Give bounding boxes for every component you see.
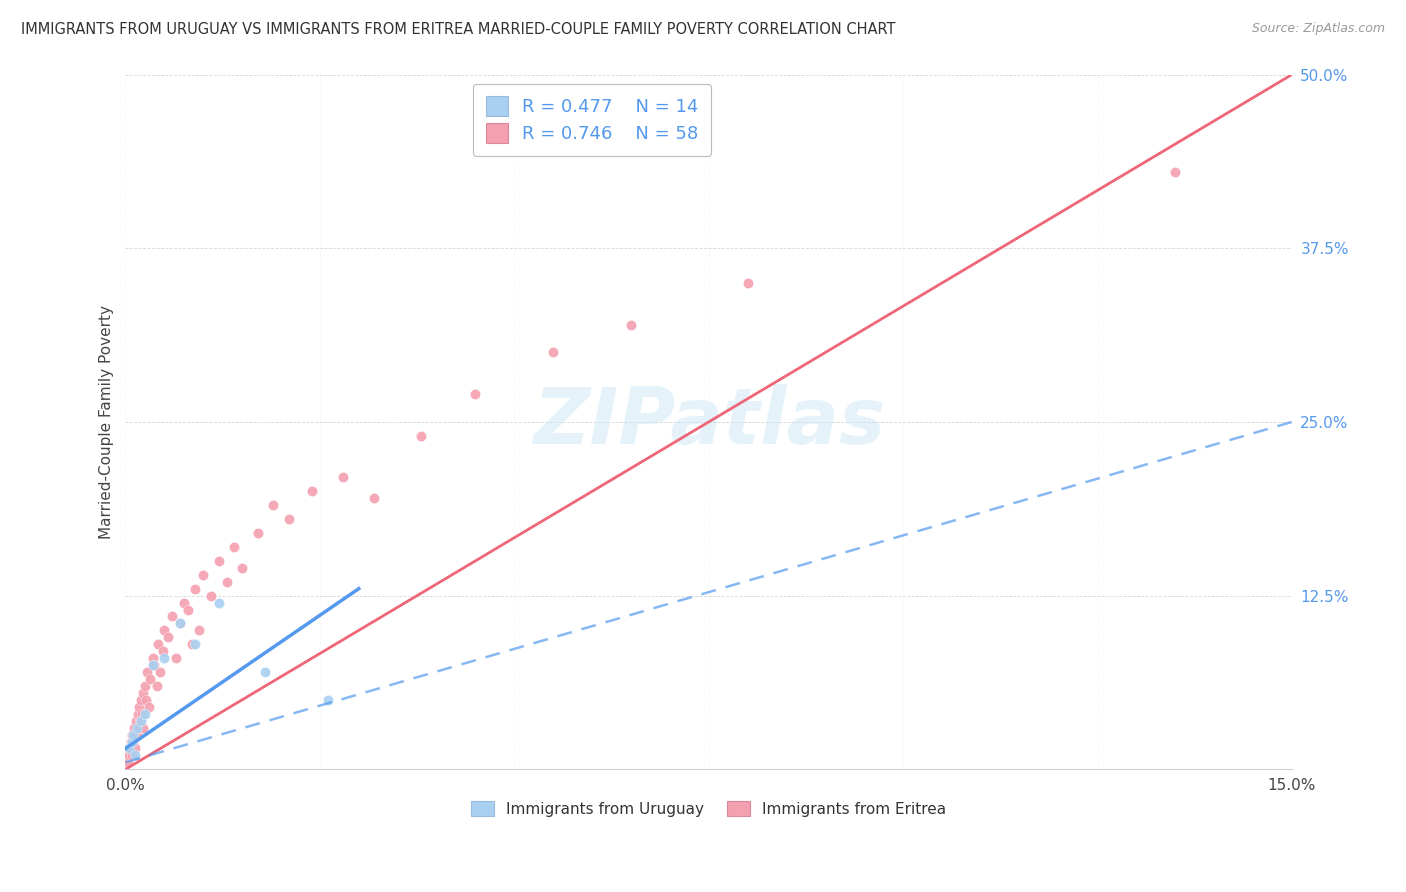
Point [142, 651, 165, 665]
Point [153, 624, 176, 638]
Point [134, 679, 156, 693]
Point [208, 554, 231, 568]
Point [121, 728, 143, 742]
Point [124, 714, 146, 728]
Point [152, 644, 174, 658]
Point [165, 651, 187, 665]
Point [129, 693, 152, 707]
Point [153, 651, 176, 665]
Point [120, 741, 142, 756]
Point [1164, 165, 1187, 179]
Point [139, 672, 162, 686]
Point [173, 596, 195, 610]
Point [254, 665, 277, 679]
Point [262, 498, 284, 512]
Point [541, 345, 564, 359]
Point [184, 637, 207, 651]
Point [231, 561, 253, 575]
Point [122, 734, 145, 748]
Point [127, 721, 149, 735]
Point [277, 512, 299, 526]
Point [169, 616, 191, 631]
Point [620, 318, 643, 332]
Point [121, 748, 143, 763]
Point [118, 741, 141, 756]
Text: ZIPatlas: ZIPatlas [533, 384, 884, 460]
Point [127, 706, 149, 721]
Point [131, 686, 153, 700]
Point [138, 699, 160, 714]
Point [131, 706, 153, 721]
Point [246, 526, 269, 541]
Point [363, 491, 385, 506]
Point [118, 748, 141, 763]
Point [332, 470, 354, 484]
Point [176, 602, 198, 616]
Point [134, 706, 156, 721]
Point [208, 596, 231, 610]
Point [464, 387, 486, 401]
Point [316, 693, 339, 707]
Point [188, 624, 211, 638]
Point [409, 429, 432, 443]
Point [160, 609, 183, 624]
Point [135, 693, 157, 707]
Point [129, 714, 152, 728]
Point [136, 665, 159, 679]
Point [143, 658, 166, 673]
Point [193, 567, 215, 582]
Point [146, 637, 169, 651]
Point [169, 616, 191, 631]
Point [200, 589, 222, 603]
Point [128, 699, 150, 714]
Point [124, 741, 146, 756]
Text: IMMIGRANTS FROM URUGUAY VS IMMIGRANTS FROM ERITREA MARRIED-COUPLE FAMILY POVERTY: IMMIGRANTS FROM URUGUAY VS IMMIGRANTS FR… [21, 22, 896, 37]
Point [129, 714, 152, 728]
Point [737, 276, 759, 290]
Point [180, 637, 202, 651]
Point [145, 679, 167, 693]
Point [215, 574, 238, 589]
Point [128, 721, 150, 735]
Point [120, 734, 142, 748]
Point [149, 665, 172, 679]
Point [117, 756, 139, 770]
Point [224, 540, 246, 554]
Point [121, 734, 143, 748]
Legend: Immigrants from Uruguay, Immigrants from Eritrea: Immigrants from Uruguay, Immigrants from… [464, 793, 955, 824]
Point [122, 721, 145, 735]
Point [301, 484, 323, 499]
Point [157, 630, 180, 644]
Text: Source: ZipAtlas.com: Source: ZipAtlas.com [1251, 22, 1385, 36]
Point [127, 728, 149, 742]
Point [124, 748, 146, 763]
Point [122, 728, 145, 742]
Y-axis label: Married-Couple Family Poverty: Married-Couple Family Poverty [100, 305, 114, 539]
Point [184, 582, 207, 596]
Point [142, 658, 165, 673]
Point [132, 721, 155, 735]
